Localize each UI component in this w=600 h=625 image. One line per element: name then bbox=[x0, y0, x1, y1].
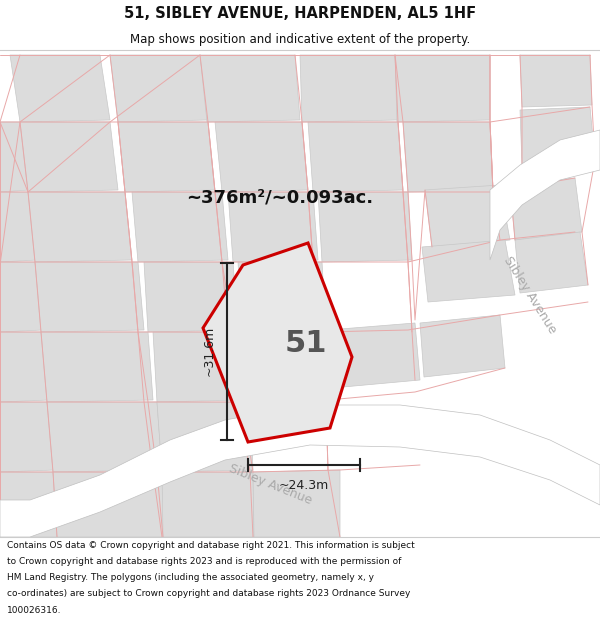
Polygon shape bbox=[510, 178, 582, 240]
Polygon shape bbox=[318, 192, 412, 262]
Text: ~376m²/~0.093ac.: ~376m²/~0.093ac. bbox=[187, 189, 374, 207]
Polygon shape bbox=[0, 332, 50, 402]
Polygon shape bbox=[162, 472, 254, 537]
Polygon shape bbox=[0, 405, 600, 537]
Polygon shape bbox=[253, 470, 340, 537]
Polygon shape bbox=[200, 55, 300, 122]
Text: 51, SIBLEY AVENUE, HARPENDEN, AL5 1HF: 51, SIBLEY AVENUE, HARPENDEN, AL5 1HF bbox=[124, 6, 476, 21]
Text: Sibley Avenue: Sibley Avenue bbox=[227, 462, 313, 508]
Polygon shape bbox=[308, 122, 403, 192]
Text: co-ordinates) are subject to Crown copyright and database rights 2023 Ordnance S: co-ordinates) are subject to Crown copyr… bbox=[7, 589, 410, 598]
Text: ~24.3m: ~24.3m bbox=[279, 479, 329, 492]
Polygon shape bbox=[520, 107, 595, 165]
Polygon shape bbox=[35, 262, 144, 332]
Polygon shape bbox=[144, 262, 238, 332]
Polygon shape bbox=[157, 402, 253, 472]
Polygon shape bbox=[47, 402, 162, 472]
Polygon shape bbox=[520, 55, 592, 107]
Polygon shape bbox=[300, 55, 398, 122]
Polygon shape bbox=[215, 122, 308, 192]
Text: Contains OS data © Crown copyright and database right 2021. This information is : Contains OS data © Crown copyright and d… bbox=[7, 541, 415, 549]
Polygon shape bbox=[20, 122, 118, 192]
Polygon shape bbox=[246, 332, 328, 402]
Text: ~31.6m: ~31.6m bbox=[203, 326, 215, 376]
Text: Sibley Avenue: Sibley Avenue bbox=[501, 254, 559, 336]
Polygon shape bbox=[425, 185, 510, 247]
Polygon shape bbox=[0, 402, 56, 472]
Text: 51: 51 bbox=[284, 329, 327, 358]
Polygon shape bbox=[490, 130, 600, 260]
Polygon shape bbox=[10, 55, 110, 122]
Polygon shape bbox=[515, 232, 588, 293]
Text: Map shows position and indicative extent of the property.: Map shows position and indicative extent… bbox=[130, 32, 470, 46]
Polygon shape bbox=[153, 332, 246, 402]
Polygon shape bbox=[228, 192, 318, 262]
Polygon shape bbox=[28, 192, 132, 262]
Polygon shape bbox=[328, 323, 420, 388]
Polygon shape bbox=[420, 315, 505, 377]
Polygon shape bbox=[203, 243, 352, 442]
Text: to Crown copyright and database rights 2023 and is reproduced with the permissio: to Crown copyright and database rights 2… bbox=[7, 557, 401, 566]
Polygon shape bbox=[41, 332, 153, 402]
Text: 100026316.: 100026316. bbox=[7, 606, 62, 614]
Polygon shape bbox=[110, 55, 208, 122]
Polygon shape bbox=[0, 472, 60, 537]
Polygon shape bbox=[395, 55, 490, 122]
Polygon shape bbox=[238, 262, 326, 332]
Polygon shape bbox=[0, 122, 30, 192]
Text: HM Land Registry. The polygons (including the associated geometry, namely x, y: HM Land Registry. The polygons (includin… bbox=[7, 573, 374, 582]
Polygon shape bbox=[132, 192, 228, 262]
Polygon shape bbox=[0, 262, 43, 332]
Polygon shape bbox=[118, 122, 215, 192]
Polygon shape bbox=[0, 192, 38, 262]
Polygon shape bbox=[422, 240, 515, 302]
Polygon shape bbox=[403, 122, 493, 192]
Polygon shape bbox=[53, 472, 165, 537]
